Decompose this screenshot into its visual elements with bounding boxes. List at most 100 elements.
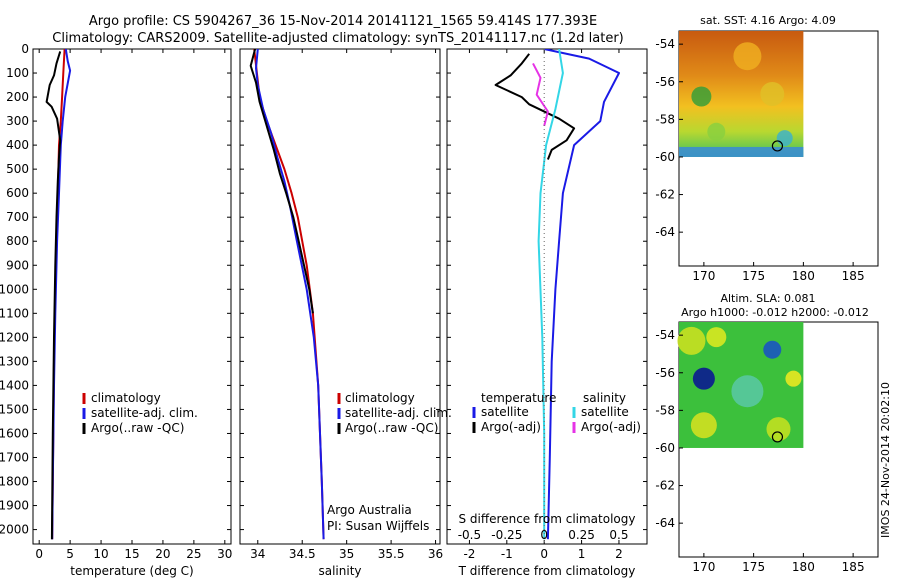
s-tick-label: 0 bbox=[540, 528, 548, 542]
sst-patch bbox=[760, 81, 785, 106]
difference-panel: -2 -1 0 1 2 -0.5 -0.25 0 0.25 0.5 bbox=[447, 48, 647, 561]
legend-label-argo: Argo(..raw -QC) bbox=[345, 421, 438, 435]
sst-cold-band bbox=[679, 146, 804, 157]
series-group bbox=[494, 49, 620, 540]
sla-patch bbox=[677, 326, 706, 355]
s-tick-label: -0.25 bbox=[491, 528, 522, 542]
x-tick-label: 10 bbox=[93, 547, 108, 561]
temperature-legend: climatology satellite-adj. clim. Argo(..… bbox=[82, 391, 198, 435]
x-tick-label: 175 bbox=[742, 269, 765, 283]
series-line-argo-raw-qc- bbox=[249, 49, 314, 314]
argo-australia-note: Argo Australia bbox=[327, 503, 412, 517]
salinity-panel: 34 34.5 35 35.5 36 bbox=[240, 48, 443, 561]
y-tick-label: -58 bbox=[655, 403, 675, 417]
legend-label-sal-argo: Argo(-adj) bbox=[581, 420, 641, 434]
y-tick-label: -58 bbox=[655, 112, 675, 126]
y-tick-label: -54 bbox=[655, 328, 675, 342]
y-tick-label: 500 bbox=[6, 162, 29, 176]
sla-patch bbox=[692, 367, 715, 390]
legend-label-argo: Argo(..raw -QC) bbox=[91, 421, 184, 435]
y-tick-label: 100 bbox=[6, 66, 29, 80]
y-tick-label: -62 bbox=[655, 479, 675, 493]
legend-label-satellite: satellite-adj. clim. bbox=[91, 406, 198, 420]
y-tick-label: -56 bbox=[655, 366, 675, 380]
x-tick-label: 175 bbox=[742, 560, 765, 574]
x-tick-label: -2 bbox=[463, 547, 475, 561]
x-tick-label: 36 bbox=[428, 547, 443, 561]
sla-patch bbox=[731, 375, 764, 408]
legend-label-satellite: satellite-adj. clim. bbox=[345, 406, 452, 420]
y-tick-label: 1200 bbox=[0, 330, 29, 344]
y-tick-label: 1000 bbox=[0, 282, 29, 296]
y-tick-label: 2000 bbox=[0, 523, 29, 537]
y-tick-label: 1700 bbox=[0, 450, 29, 464]
figure-subtitle: Climatology: CARS2009. Satellite-adjuste… bbox=[52, 31, 624, 46]
y-tick-label: 0 bbox=[21, 42, 29, 56]
y-tick-label: -56 bbox=[655, 75, 675, 89]
x-tick-label: 34.5 bbox=[289, 547, 316, 561]
y-tick-label: -62 bbox=[655, 188, 675, 202]
y-tick-label: 600 bbox=[6, 186, 29, 200]
x-tick-label: 30 bbox=[217, 547, 232, 561]
x-tick-label: 0 bbox=[540, 547, 548, 561]
s-tick-label: 0.5 bbox=[609, 528, 628, 542]
sla-patch bbox=[763, 340, 782, 359]
legend-label-climatology: climatology bbox=[345, 391, 415, 405]
x-tick-label: 35 bbox=[339, 547, 354, 561]
x-tick-label: 170 bbox=[692, 560, 715, 574]
temperature-xlabel: temperature (deg C) bbox=[70, 564, 193, 578]
difference-panel-frame bbox=[446, 48, 648, 545]
legend-label-temp-satellite: satellite bbox=[481, 405, 529, 419]
series-line-argo-raw-qc- bbox=[45, 51, 62, 540]
sst-map: 170 175 180 185 -54 -56 -58 -60 -62 -64 bbox=[655, 31, 865, 283]
x-tick-label: 2 bbox=[615, 547, 623, 561]
sla-map: 170 175 180 185 -54 -56 -58 -60 -62 -64 bbox=[655, 322, 865, 574]
sst-map-title: sat. SST: 4.16 Argo: 4.09 bbox=[700, 14, 836, 27]
sla-patch bbox=[785, 370, 802, 387]
sst-patch bbox=[691, 86, 712, 107]
legend-label-temp-argo: Argo(-adj) bbox=[481, 420, 541, 434]
y-tick-label: 1300 bbox=[0, 354, 29, 368]
y-tick-label: -60 bbox=[655, 441, 675, 455]
y-tick-label: 1100 bbox=[0, 306, 29, 320]
y-tick-label: -64 bbox=[655, 225, 675, 239]
series-group bbox=[249, 49, 325, 540]
series-line-salinity-satellite bbox=[537, 49, 564, 540]
y-tick-label: 800 bbox=[6, 234, 29, 248]
x-tick-label: 34 bbox=[250, 547, 265, 561]
y-tick-label: 1600 bbox=[0, 426, 29, 440]
x-tick-label: 35.5 bbox=[378, 547, 405, 561]
x-tick-label: 15 bbox=[124, 547, 139, 561]
imos-timestamp: IMOS 24-Nov-2014 20:02:10 bbox=[879, 382, 892, 538]
y-tick-label: 1900 bbox=[0, 499, 29, 513]
series-line-salinity-argo-adj- bbox=[532, 62, 549, 127]
x-tick-label: 180 bbox=[792, 560, 815, 574]
sla-map-title: Altim. SLA: 0.081 bbox=[720, 292, 815, 305]
legend-label-sal-satellite: satellite bbox=[581, 405, 629, 419]
legend-label-climatology: climatology bbox=[91, 391, 161, 405]
series-line-temperature-argo-adj- bbox=[494, 53, 576, 160]
legend-heading-temperature: temperature bbox=[481, 391, 556, 405]
sla-patch bbox=[766, 417, 791, 442]
difference-legend: temperature salinity satellite Argo(-adj… bbox=[472, 391, 641, 434]
series-line-temperature-satellite bbox=[543, 49, 620, 540]
sst-patch bbox=[707, 122, 726, 141]
sst-patch bbox=[733, 42, 762, 71]
figure-title: Argo profile: CS 5904267_36 15-Nov-2014 … bbox=[89, 14, 597, 29]
sst-patch bbox=[776, 130, 793, 147]
y-tick-label: 700 bbox=[6, 210, 29, 224]
difference-top-label: S difference from climatology bbox=[459, 512, 636, 526]
series-line-climatology bbox=[253, 49, 325, 540]
x-tick-label: 1 bbox=[578, 547, 586, 561]
x-tick-label: 180 bbox=[792, 269, 815, 283]
x-tick-label: 20 bbox=[155, 547, 170, 561]
y-tick-label: 300 bbox=[6, 114, 29, 128]
y-tick-label: 900 bbox=[6, 258, 29, 272]
y-tick-label: -54 bbox=[655, 37, 675, 51]
y-tick-label: 400 bbox=[6, 138, 29, 152]
y-tick-label: -64 bbox=[655, 516, 675, 530]
y-tick-label: 200 bbox=[6, 90, 29, 104]
y-tick-label: -60 bbox=[655, 150, 675, 164]
temperature-panel: 0 5 10 15 20 25 300100200300400500600700800900… bbox=[0, 42, 232, 561]
